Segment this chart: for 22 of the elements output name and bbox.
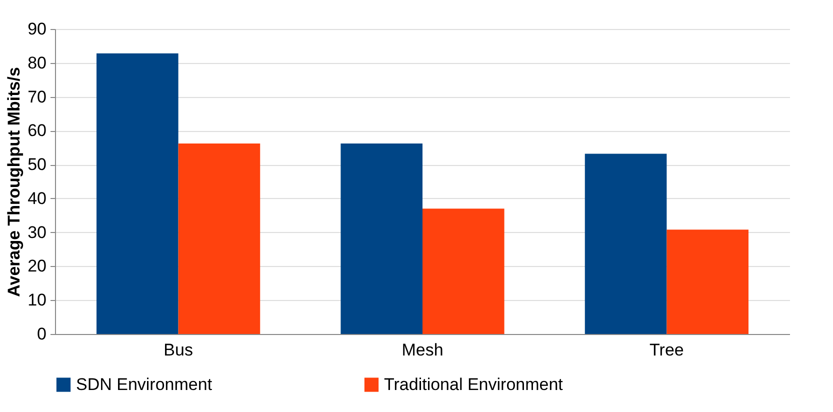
legend-label: Traditional Environment [384, 374, 564, 394]
bar [584, 154, 667, 334]
y-tick-label: 50 [28, 155, 46, 174]
y-tick-label: 40 [28, 188, 46, 208]
y-tick-label: 30 [28, 222, 46, 242]
bar [422, 208, 504, 334]
bar [178, 144, 260, 334]
y-tick-label: 80 [28, 53, 46, 72]
legend-label: SDN Environment [76, 374, 212, 394]
y-tick-label: 70 [28, 87, 46, 106]
x-tick-label: Tree [650, 340, 684, 360]
y-tick-label: 0 [37, 324, 46, 344]
x-tick-label: Bus [164, 340, 193, 360]
bar [340, 144, 422, 334]
y-tick-label: 20 [28, 256, 46, 276]
y-axis-title: Average Throughput Mbits/s [4, 67, 24, 297]
bar [96, 53, 178, 334]
y-tick-label: 10 [28, 290, 46, 310]
y-tick-label: 90 [28, 20, 46, 38]
x-tick-label: Mesh [402, 340, 444, 360]
bar [666, 230, 748, 334]
y-tick-label: 60 [28, 121, 46, 140]
